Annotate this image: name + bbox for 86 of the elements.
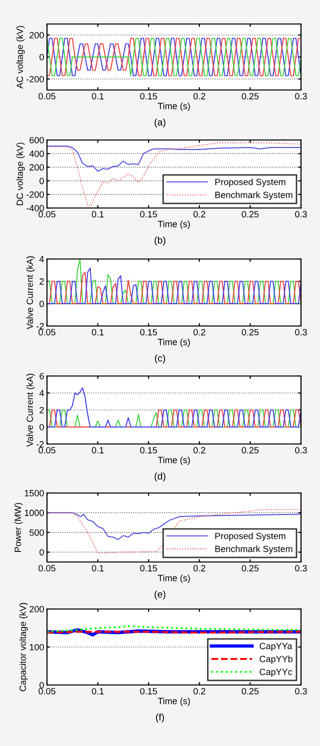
x-tick-label: 0.3 [295,93,307,100]
x-axis-title: Time (s) [158,338,190,347]
x-tick-label: 0.2 [193,93,206,100]
x-axis-title: Time (s) [158,102,190,111]
legend-label: Proposed System [215,178,286,187]
x-tick-label: 0.15 [140,211,158,218]
y-tick-label: -200 [26,76,44,82]
legend-label: CapYYc [260,668,292,677]
text: (d) [154,472,166,482]
x-tick-label: 0.05 [38,447,56,454]
x-tick-label: 0.05 [38,565,56,572]
x-tick-label: 0.25 [242,447,259,454]
y-tick-label: 2 [40,278,44,285]
x-tick-label: 0.05 [38,329,56,336]
text: (b) [154,236,166,246]
y-tick-label: 1500 [24,490,44,496]
x-tick-label: 0.25 [242,93,259,100]
x-tick-label: 0.05 [38,93,56,100]
x-tick-label: 0.3 [295,688,307,694]
x-tick-label: 0.3 [295,329,307,336]
y-tick-label: -200 [26,191,44,198]
y-tick-label: 0 [40,300,44,308]
x-tick-label: 0.1 [92,565,104,572]
y-tick-label: 600 [30,136,44,144]
y-axis-title: AC voltage (kV) [16,26,25,89]
x-tick-label: 0.15 [140,329,158,336]
x-tick-label: 0.1 [92,93,104,100]
text: (f) [156,713,164,723]
y-tick-label: 0 [40,178,44,184]
x-tick-label: 0.2 [193,211,206,218]
y-tick-label: 500 [30,529,44,536]
x-tick-label: 0.15 [140,565,158,572]
y-tick-label: 0 [40,682,44,688]
y-tick-label: 200 [30,606,44,612]
x-axis-title: Time (s) [158,698,190,706]
text: (e) [154,590,166,600]
y-tick-label: 200 [30,32,44,38]
x-tick-label: 0.3 [295,211,307,218]
y-axis-title: Valve Current (kA) [26,374,35,447]
y-tick-label: -400 [26,204,44,212]
legend-label: Benchmark System [215,191,292,200]
y-tick-label: 2 [40,406,44,414]
y-tick-label: 1000 [24,510,44,516]
y-tick-label: 0 [40,54,44,60]
x-tick-label: 0.3 [295,447,307,454]
y-tick-label: 4 [39,256,44,262]
x-axis-title: Time (s) [158,574,190,583]
x-tick-label: 0.1 [92,688,104,694]
x-axis-title: Time (s) [158,456,190,465]
x-tick-label: 0.2 [193,688,206,694]
y-tick-label: -2 [36,322,44,330]
x-tick-label: 0.25 [242,211,259,218]
x-tick-label: 0.2 [193,329,206,336]
x-tick-label: 0.2 [193,447,206,454]
x-tick-label: 0.15 [140,688,158,694]
y-axis-title: Power (MW) [14,502,23,552]
y-tick-label: 200 [30,164,44,171]
legend-label: Proposed System [215,532,286,541]
x-tick-label: 0.25 [242,565,259,572]
x-tick-label: 0.1 [92,211,104,218]
x-tick-label: 0.1 [92,329,104,336]
y-axis-title: Valve Current (kA) [26,256,35,330]
x-tick-label: 0.05 [38,211,56,218]
x-tick-label: 0.25 [242,688,259,694]
y-axis-title: Capacitor voltage (kV) [19,602,28,692]
x-tick-label: 0.15 [140,93,158,100]
x-tick-label: 0.1 [92,447,104,454]
x-tick-label: 0.15 [140,447,158,454]
y-tick-label: 100 [30,644,44,650]
y-tick-label: 6 [40,372,44,380]
y-tick-label: 0 [40,424,44,430]
y-tick-label: 4 [39,390,44,396]
y-axis-title: DC voltage (kV) [16,142,25,206]
x-tick-label: 0.05 [38,688,56,694]
x-tick-label: 0.2 [193,565,206,572]
y-tick-label: 400 [29,150,44,157]
legend-label: CapYYb [260,656,292,664]
x-tick-label: 0.25 [242,329,259,336]
text: (c) [154,354,166,364]
x-tick-label: 0.3 [295,565,307,572]
legend-label: CapYYa [260,642,292,652]
x-axis-title: Time (s) [158,220,190,229]
y-tick-label: 0 [40,549,44,556]
text: (a) [154,118,166,128]
legend-label: Benchmark System [215,545,292,554]
y-tick-label: -2 [36,440,44,448]
